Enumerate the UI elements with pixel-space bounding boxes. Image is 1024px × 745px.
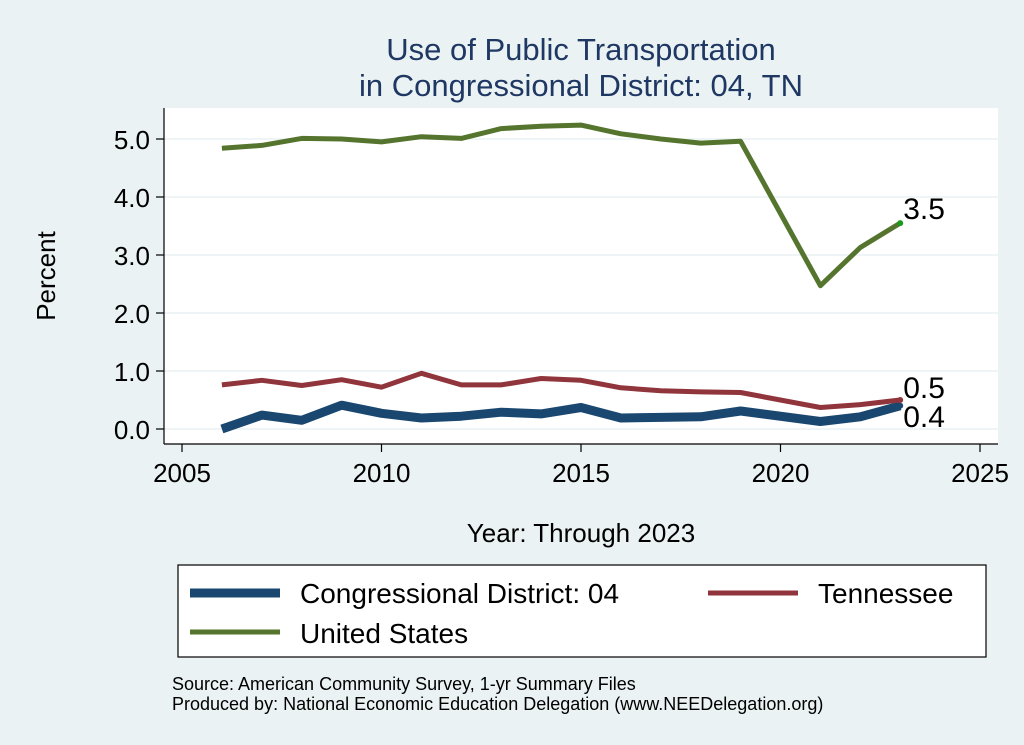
y-tick-label: 4.0: [114, 183, 150, 213]
legend-label: United States: [300, 618, 468, 649]
y-tick-label: 1.0: [114, 357, 150, 387]
chart-title-line2: in Congressional District: 04, TN: [359, 68, 803, 103]
series-line-1: [220, 400, 902, 434]
series-end-label: 3.5: [903, 193, 945, 226]
axes: 0.0 1.0 2.0 3.0 4.0 5.0 2005 2010 2015 2020 2025: [114, 108, 1009, 488]
y-tick-label: 3.0: [114, 241, 150, 271]
legend: Congressional District: 04 Tennessee Unite…: [190, 578, 953, 649]
series-end-marker: [897, 402, 904, 409]
end-labels: 0.40.5 3.5: [897, 193, 945, 434]
series-end-marker: [897, 397, 904, 403]
series-end-label: 0.5: [903, 372, 945, 405]
y-tick-label: 5.0: [114, 125, 150, 155]
x-tick-label: 2010: [353, 458, 411, 488]
legend-label: Congressional District: 04: [300, 578, 619, 609]
series-line-2: [221, 370, 901, 410]
y-tick-label: 0.0: [114, 415, 150, 445]
y-tick-label: 2.0: [114, 299, 150, 329]
source-note: Source: American Community Survey, 1-yr …: [172, 674, 636, 694]
series-end-marker: [897, 220, 904, 227]
x-tick-label: 2005: [153, 458, 211, 488]
x-tick-label: 2020: [752, 458, 810, 488]
chart-title-line1: Use of Public Transportation: [386, 32, 775, 67]
x-axis-title: Year: Through 2023: [467, 518, 695, 548]
legend-label: Tennessee: [818, 578, 953, 609]
y-axis-title: Percent: [31, 230, 61, 320]
x-tick-label: 2025: [951, 458, 1009, 488]
legend-box: [177, 564, 987, 658]
series-line-3: [221, 122, 902, 289]
x-tick-label: 2015: [552, 458, 610, 488]
producer-note: Produced by: National Economic Education…: [172, 694, 823, 714]
series-end-label: 0.4: [903, 401, 945, 434]
plot-area: [164, 108, 998, 444]
series-lines: [220, 122, 902, 434]
